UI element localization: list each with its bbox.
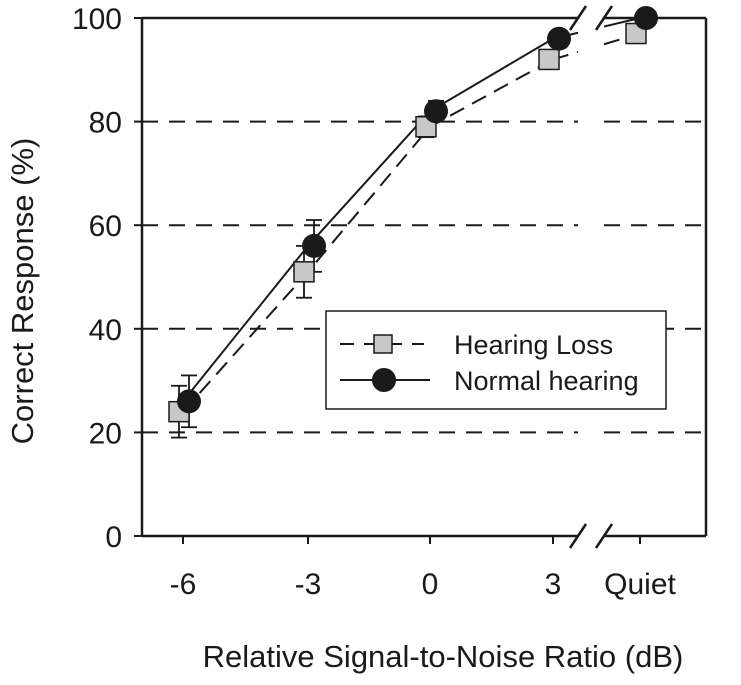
x-axis-label: Relative Signal-to-Noise Ratio (dB) [203,639,684,674]
y-axis-label: Correct Response (%) [5,138,40,445]
legend-hearing-loss-label: Hearing Loss [454,330,613,360]
x-tick-label: Quiet [604,568,676,601]
y-tick-label: 100 [72,3,122,36]
legend-normal-hearing-label: Normal hearing [454,366,639,396]
legend-normal-hearing-marker [372,368,396,392]
series-layer [168,6,658,439]
data-point-normal-hearing [302,233,326,258]
x-tick-label: -3 [295,568,322,601]
y-tick-label: 20 [89,417,122,450]
data-point-hearing-loss [293,261,315,283]
plot-frame [140,5,708,549]
axis-break-mark [568,5,588,31]
legend: Hearing Loss Normal hearing [325,310,667,410]
legend-hearing-loss-marker [373,334,393,354]
series-line [182,58,554,413]
data-point-normal-hearing [424,99,448,124]
axis-break-mark [594,5,614,31]
x-tick-label: 0 [422,568,439,601]
y-tick-label: 60 [89,210,122,243]
axis-break-mark [594,523,614,549]
y-tick-label: 80 [89,107,122,140]
y-tick-label: 40 [89,314,122,347]
x-tick-label: -6 [170,568,197,601]
axis-break-mark [568,523,588,549]
legend-box [325,310,667,410]
data-point-normal-hearing [177,389,201,414]
tick-labels: 0 20 40 60 80 100 -6 -3 0 3 Quiet [72,3,677,601]
data-point-hearing-loss [538,48,560,71]
series-line [603,17,641,28]
y-tick-label: 0 [105,521,122,554]
x-tick-label: 3 [545,568,562,601]
series-line [182,37,554,402]
data-point-normal-hearing [547,26,571,51]
